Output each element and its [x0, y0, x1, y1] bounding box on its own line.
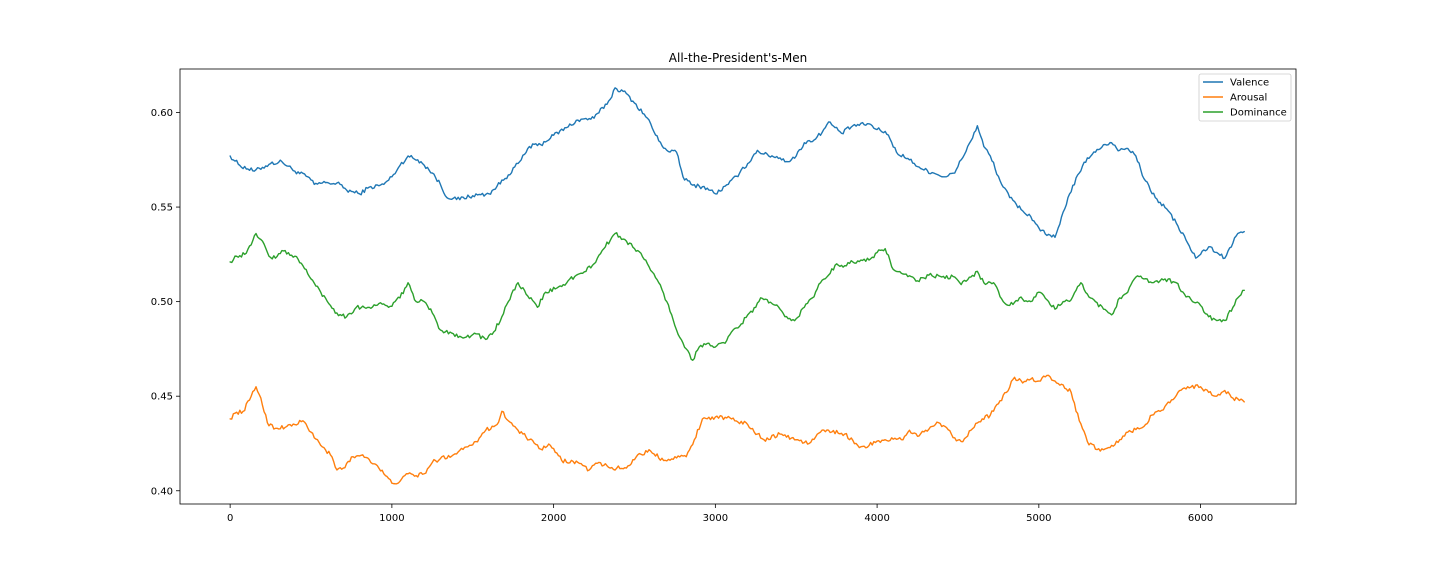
axes-frame — [179, 68, 1297, 505]
legend-box — [1198, 73, 1292, 122]
series-line-arousal — [229, 374, 1245, 485]
series-line-dominance — [229, 232, 1245, 361]
legend: Valence Arousal Dominance — [1198, 73, 1292, 122]
x-tick-label: 5000 — [1026, 513, 1051, 524]
x-tick-label: 6000 — [1188, 513, 1213, 524]
x-tick-label: 1000 — [379, 513, 404, 524]
x-tick-label: 0 — [227, 513, 233, 524]
y-tick-label: 0.45 — [151, 392, 173, 403]
y-tick-label: 0.55 — [151, 203, 173, 214]
legend-label-arousal: Arousal — [1230, 93, 1267, 104]
series-line-valence — [229, 87, 1245, 260]
series-layer — [229, 87, 1245, 485]
legend-label-dominance: Dominance — [1230, 108, 1287, 119]
y-tick-label: 0.60 — [151, 108, 173, 119]
legend-label-valence: Valence — [1230, 78, 1269, 89]
y-tick-label: 0.40 — [151, 486, 173, 497]
y-axis: 0.40 0.45 0.50 0.55 0.60 — [151, 108, 180, 497]
chart-title: All-the-President's-Men — [669, 51, 807, 65]
x-tick-label: 4000 — [864, 513, 889, 524]
x-axis: 0 1000 2000 3000 4000 5000 6000 — [227, 504, 1213, 524]
y-tick-label: 0.50 — [151, 297, 173, 308]
x-tick-label: 2000 — [541, 513, 566, 524]
x-tick-label: 3000 — [703, 513, 728, 524]
